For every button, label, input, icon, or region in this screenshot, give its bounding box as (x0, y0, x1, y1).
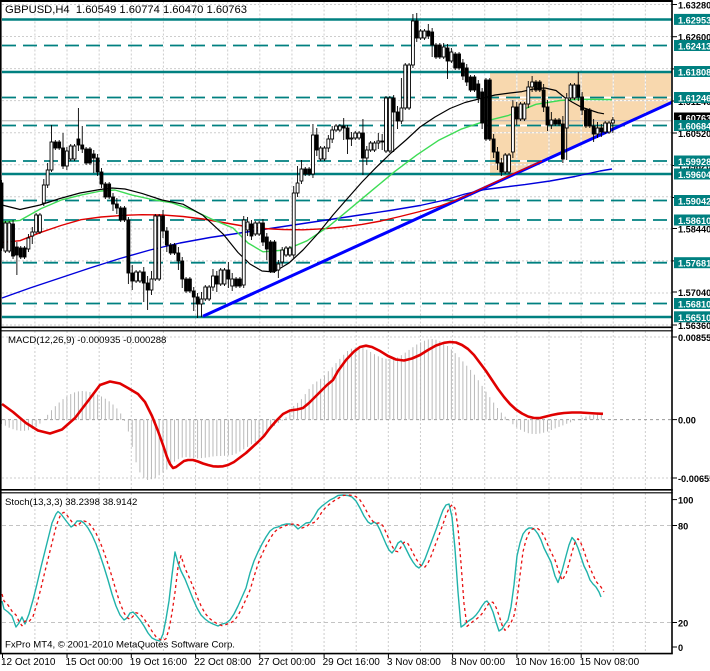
svg-text:15 Nov 08:00: 15 Nov 08:00 (580, 657, 640, 668)
svg-text:20: 20 (678, 619, 688, 629)
svg-text:3 Nov 08:00: 3 Nov 08:00 (387, 657, 441, 668)
svg-text:15 Oct 00:00: 15 Oct 00:00 (66, 657, 124, 668)
svg-text:MACD(12,26,9) -0.000935 -0.000: MACD(12,26,9) -0.000935 -0.000288 (8, 335, 166, 346)
svg-text:8 Nov 00:00: 8 Nov 00:00 (451, 657, 505, 668)
svg-text:1.56510: 1.56510 (678, 313, 710, 323)
svg-text:Stoch(13,3,3) 38.2398 38.9142: Stoch(13,3,3) 38.2398 38.9142 (5, 497, 137, 508)
svg-text:0: 0 (678, 643, 683, 653)
svg-text:1.60763: 1.60763 (678, 114, 710, 124)
svg-text:1.60684: 1.60684 (678, 122, 710, 132)
svg-text:1.56360: 1.56360 (678, 321, 710, 331)
svg-text:29 Oct 16:00: 29 Oct 16:00 (323, 657, 381, 668)
svg-text:1.61808: 1.61808 (678, 68, 710, 78)
svg-text:1.58440: 1.58440 (678, 225, 710, 235)
svg-text:19 Oct 16:00: 19 Oct 16:00 (130, 657, 188, 668)
svg-text:0.00855: 0.00855 (678, 333, 710, 343)
svg-text:1.56810: 1.56810 (678, 300, 710, 310)
svg-text:FxPro MT4, © 2001-2010 MetaQuo: FxPro MT4, © 2001-2010 MetaQuotes Softwa… (5, 640, 235, 651)
svg-text:1.62953: 1.62953 (678, 15, 710, 25)
svg-text:1.61246: 1.61246 (678, 94, 710, 104)
svg-text:1.60520: 1.60520 (678, 129, 710, 139)
svg-text:27 Oct 00:00: 27 Oct 00:00 (258, 657, 316, 668)
svg-text:1.59042: 1.59042 (678, 197, 710, 207)
svg-text:1.62413: 1.62413 (678, 42, 710, 52)
svg-text:1.59928: 1.59928 (678, 157, 710, 167)
svg-text:22 Oct 08:00: 22 Oct 08:00 (194, 657, 252, 668)
svg-text:80: 80 (678, 522, 688, 532)
svg-text:-0.00655: -0.00655 (678, 474, 710, 484)
svg-text:1.58610: 1.58610 (678, 216, 710, 226)
svg-text:1.62600: 1.62600 (678, 33, 710, 43)
svg-text:1.57040: 1.57040 (678, 288, 710, 298)
svg-text:100: 100 (678, 496, 693, 506)
svg-text:12 Oct 2010: 12 Oct 2010 (1, 657, 56, 668)
svg-text:10 Nov 16:00: 10 Nov 16:00 (515, 657, 575, 668)
svg-text:GBPUSD,H4 1.60549 1.60774 1.6: GBPUSD,H4 1.60549 1.60774 1.60470 1.6076… (5, 4, 247, 16)
svg-text:1.57681: 1.57681 (678, 259, 710, 269)
svg-text:1.59604: 1.59604 (678, 170, 710, 180)
svg-text:1.63280: 1.63280 (678, 1, 710, 11)
svg-text:0.00: 0.00 (678, 416, 696, 426)
